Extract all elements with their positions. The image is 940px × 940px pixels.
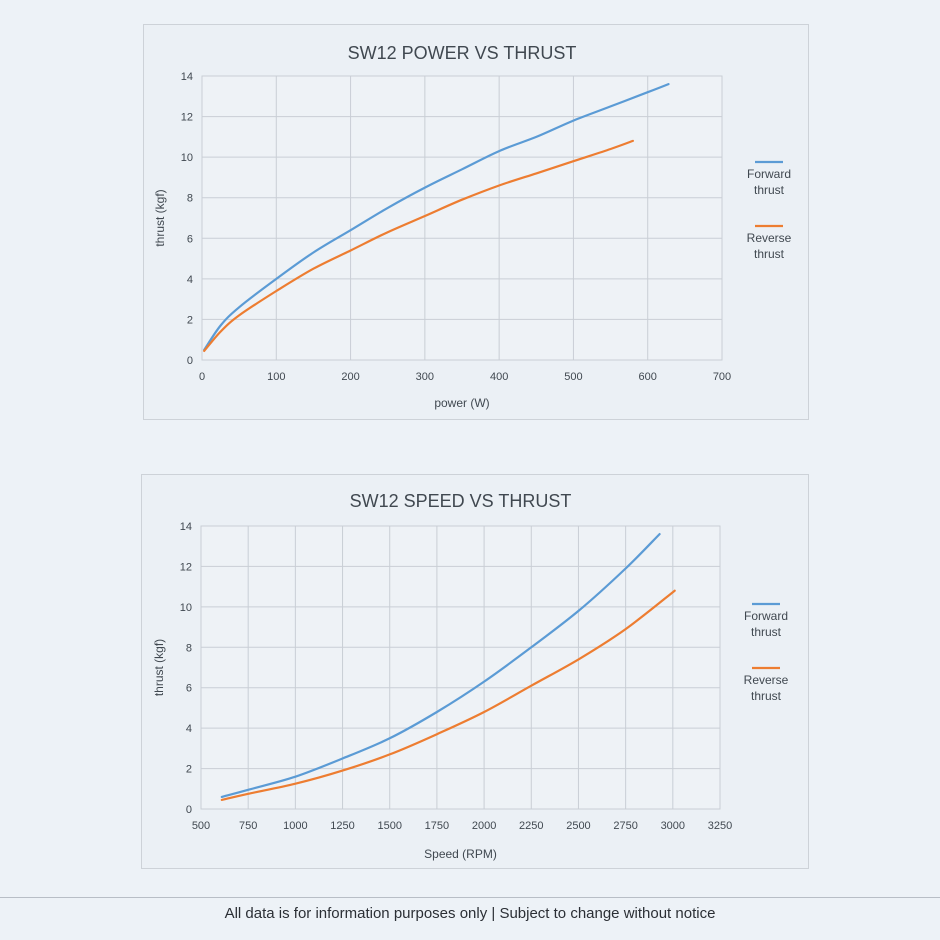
power-y-tick-label: 0 [187,355,193,367]
power-y-tick-label: 14 [181,71,193,83]
power-x-tick-label: 0 [199,371,205,383]
speed-chart-title: SW12 SPEED VS THRUST [350,491,572,511]
power-y-tick-label: 10 [181,152,193,164]
power-x-tick-label: 300 [416,371,434,383]
speed-x-tick-label: 1750 [425,820,449,832]
legend-label-word: thrust [754,247,785,261]
speed-x-tick-label: 1500 [377,820,401,832]
speed-x-axis-label: Speed (RPM) [424,847,497,861]
power-forward-thrust-line [203,83,670,351]
speed-x-tick-label: 2750 [613,820,637,832]
speed-vs-thrust-plot: 500 750 1000 1250 1500 1750 2000 2250 2500 2750 30… [152,491,789,861]
power-x-tick-label: 600 [639,371,657,383]
legend-label-word: Forward [744,609,788,623]
speed-y-tick-label: 8 [186,642,192,654]
speed-x-tick-label: 2000 [472,820,496,832]
speed-x-tick-label: 750 [239,820,257,832]
power-chart-title: SW12 POWER VS THRUST [348,43,577,63]
power-vs-thrust-chart: 0 100 200 300 400 500 600 700 0 2 4 6 8 10 12 14 SW12 PO… [143,24,809,420]
speed-forward-thrust-line [220,533,661,798]
speed-y-tick-label: 12 [180,561,192,573]
speed-y-tick-label: 0 [186,804,192,816]
speed-x-tick-label: 3250 [708,820,732,832]
power-y-tick-label: 8 [187,193,193,205]
power-y-tick-label: 12 [181,112,193,124]
speed-x-tick-label: 1250 [330,820,354,832]
legend-label-word: Reverse [744,673,789,687]
legend-label-word: thrust [754,183,785,197]
power-vs-thrust-plot: 0 100 200 300 400 500 600 700 0 2 4 6 8 10 12 14 SW12 PO… [153,43,792,410]
power-x-axis-label: power (W) [434,396,489,410]
speed-x-tick-label: 3000 [661,820,685,832]
power-plot-area [201,75,723,361]
speed-x-tick-label: 2500 [566,820,590,832]
power-x-tick-label: 700 [713,371,731,383]
speed-plot-area [200,525,721,810]
speed-y-axis-label: thrust (kgf) [152,639,166,696]
power-y-axis-label: thrust (kgf) [153,189,167,246]
footer-disclaimer: All data is for information purposes onl… [224,905,716,922]
power-x-tick-label: 100 [267,371,285,383]
legend-label-word: Reverse [747,231,792,245]
speed-y-tick-label: 4 [186,723,192,735]
speed-y-tick-label: 6 [186,683,192,695]
speed-x-tick-label: 500 [192,820,210,832]
legend-label-word: Forward [747,167,791,181]
footer-divider [0,897,940,898]
power-y-tick-label: 2 [187,314,193,326]
speed-legend-forward-thrust-label: Forward thrust [744,609,788,639]
power-legend-forward-thrust-label: Forward thrust [747,167,791,197]
speed-y-tick-label: 2 [186,764,192,776]
speed-y-tick-label: 14 [180,521,192,533]
power-reverse-thrust-line [203,139,634,352]
power-x-tick-label: 200 [341,371,359,383]
legend-label-word: thrust [751,689,782,703]
power-x-tick-label: 500 [564,371,582,383]
speed-legend-reverse-thrust-label: Reverse thrust [744,673,789,703]
speed-x-tick-label: 1000 [283,820,307,832]
power-y-tick-label: 6 [187,233,193,245]
legend-label-word: thrust [751,625,782,639]
power-legend-reverse-thrust-label: Reverse thrust [747,231,792,261]
power-x-tick-label: 400 [490,371,508,383]
speed-vs-thrust-chart: 500 750 1000 1250 1500 1750 2000 2250 2500 2750 30… [141,474,809,869]
power-y-tick-label: 4 [187,274,193,286]
speed-reverse-thrust-line [220,589,676,801]
speed-x-tick-label: 2250 [519,820,543,832]
speed-y-tick-label: 10 [180,602,192,614]
